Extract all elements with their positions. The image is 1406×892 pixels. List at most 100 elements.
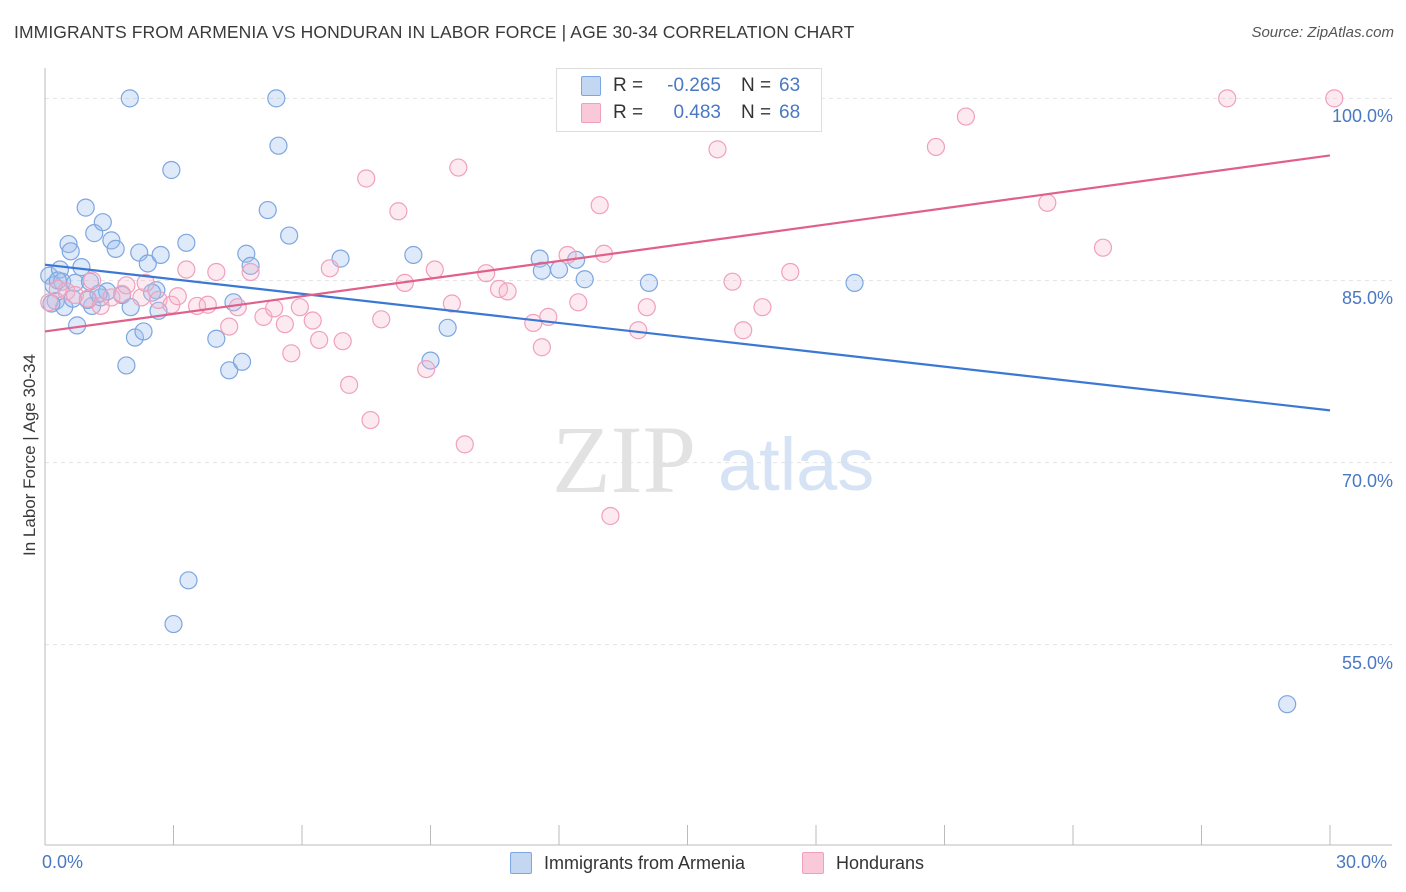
point-hondurans	[477, 264, 496, 283]
x-tick-label-max: 30.0%	[1336, 852, 1388, 872]
point-hondurans	[117, 276, 136, 295]
point-hondurans	[310, 330, 329, 350]
legend-label-armenia: Immigrants from Armenia	[544, 852, 746, 873]
point-hondurans	[40, 293, 59, 312]
y-axis-label: In Labor Force | Age 30-34	[20, 354, 39, 556]
point-armenia	[134, 322, 153, 341]
point-armenia	[207, 329, 226, 348]
point-hondurans	[340, 375, 359, 394]
point-hondurans	[112, 284, 132, 303]
point-armenia	[421, 351, 440, 370]
y-tick-label: 85.0%	[1341, 288, 1393, 309]
point-armenia	[164, 614, 183, 634]
point-hondurans	[282, 344, 301, 363]
point-hondurans	[601, 506, 620, 526]
data-points	[40, 89, 1344, 714]
point-armenia	[179, 571, 198, 590]
point-armenia	[232, 352, 252, 371]
point-armenia	[61, 242, 80, 261]
gridlines	[45, 97, 1392, 646]
point-hondurans	[357, 169, 376, 188]
point-armenia	[280, 226, 299, 245]
n-value-armenia: 63	[779, 75, 801, 96]
point-hondurans	[228, 298, 247, 317]
point-hondurans	[637, 298, 656, 317]
point-hondurans	[498, 282, 517, 301]
point-armenia	[1278, 695, 1297, 714]
y-tick-label: 100.0%	[1331, 106, 1393, 127]
point-armenia	[93, 213, 112, 232]
trend-line-armenia	[44, 263, 1331, 412]
point-armenia	[237, 244, 256, 263]
point-hondurans	[569, 293, 588, 312]
point-hondurans	[455, 435, 474, 454]
point-armenia	[177, 233, 196, 252]
point-hondurans	[425, 260, 444, 279]
n-label: N =	[741, 102, 772, 123]
legend-swatch-hondurans	[802, 852, 824, 874]
point-armenia	[59, 234, 78, 254]
point-hondurans	[449, 158, 468, 177]
point-hondurans	[956, 107, 976, 126]
point-hondurans	[220, 317, 239, 336]
point-hondurans	[723, 272, 742, 291]
point-armenia	[120, 89, 139, 108]
point-hondurans	[102, 288, 121, 307]
point-armenia	[220, 361, 239, 380]
point-hondurans	[1218, 89, 1237, 108]
axes	[44, 68, 1392, 846]
y-tick-label: 70.0%	[1341, 470, 1393, 491]
source-label: Source: ZipAtlas.com	[1251, 24, 1394, 41]
point-hondurans	[926, 137, 946, 157]
point-hondurans	[207, 262, 226, 282]
r-label: R =	[613, 102, 644, 123]
point-armenia	[138, 254, 157, 273]
y-tick-label: 55.0%	[1341, 652, 1393, 673]
r-label: R =	[613, 75, 644, 96]
stats-legend-row-hondurans: R = 0.483 N = 68	[581, 101, 800, 125]
point-armenia	[102, 231, 121, 250]
point-armenia	[267, 89, 286, 108]
point-hondurans	[532, 338, 551, 357]
point-hondurans	[442, 294, 462, 313]
point-hondurans	[303, 311, 322, 330]
r-value-armenia: -0.265	[667, 75, 721, 96]
point-hondurans	[781, 262, 800, 282]
n-label: N =	[741, 75, 772, 96]
point-armenia	[269, 136, 288, 155]
point-armenia	[438, 318, 457, 337]
point-hondurans	[241, 262, 260, 282]
n-value-hondurans: 68	[779, 102, 801, 123]
hondurans-swatch	[581, 103, 601, 123]
trend-line-hondurans	[44, 154, 1331, 333]
point-armenia	[404, 245, 423, 265]
point-hondurans	[590, 196, 609, 215]
point-hondurans	[1038, 193, 1057, 212]
point-armenia	[151, 245, 170, 265]
legend-label-hondurans: Hondurans	[836, 852, 925, 873]
chart-title: IMMIGRANTS FROM ARMENIA VS HONDURAN IN L…	[14, 22, 855, 42]
legend-swatch-armenia	[510, 852, 532, 874]
trend-lines	[44, 154, 1331, 412]
point-hondurans	[265, 299, 284, 318]
point-hondurans	[177, 260, 196, 279]
point-hondurans	[83, 271, 102, 290]
point-armenia	[845, 273, 864, 292]
point-hondurans	[320, 259, 339, 278]
point-hondurans	[1325, 89, 1344, 108]
point-hondurans	[708, 140, 727, 159]
point-hondurans	[753, 298, 772, 317]
armenia-swatch	[581, 76, 601, 96]
r-value-hondurans: 0.483	[673, 102, 721, 123]
legend-item-armenia: Immigrants from Armenia	[510, 852, 745, 874]
x-tick-label-min: 0.0%	[42, 852, 84, 872]
stats-legend: R = -0.265 N = 63 R = 0.483 N = 68	[556, 68, 822, 132]
point-hondurans	[734, 321, 753, 340]
point-hondurans	[136, 273, 155, 292]
point-armenia	[106, 239, 125, 258]
point-hondurans	[275, 315, 294, 334]
point-armenia	[162, 160, 181, 180]
point-armenia	[575, 270, 594, 289]
stats-legend-row-armenia: R = -0.265 N = 63	[581, 74, 800, 98]
